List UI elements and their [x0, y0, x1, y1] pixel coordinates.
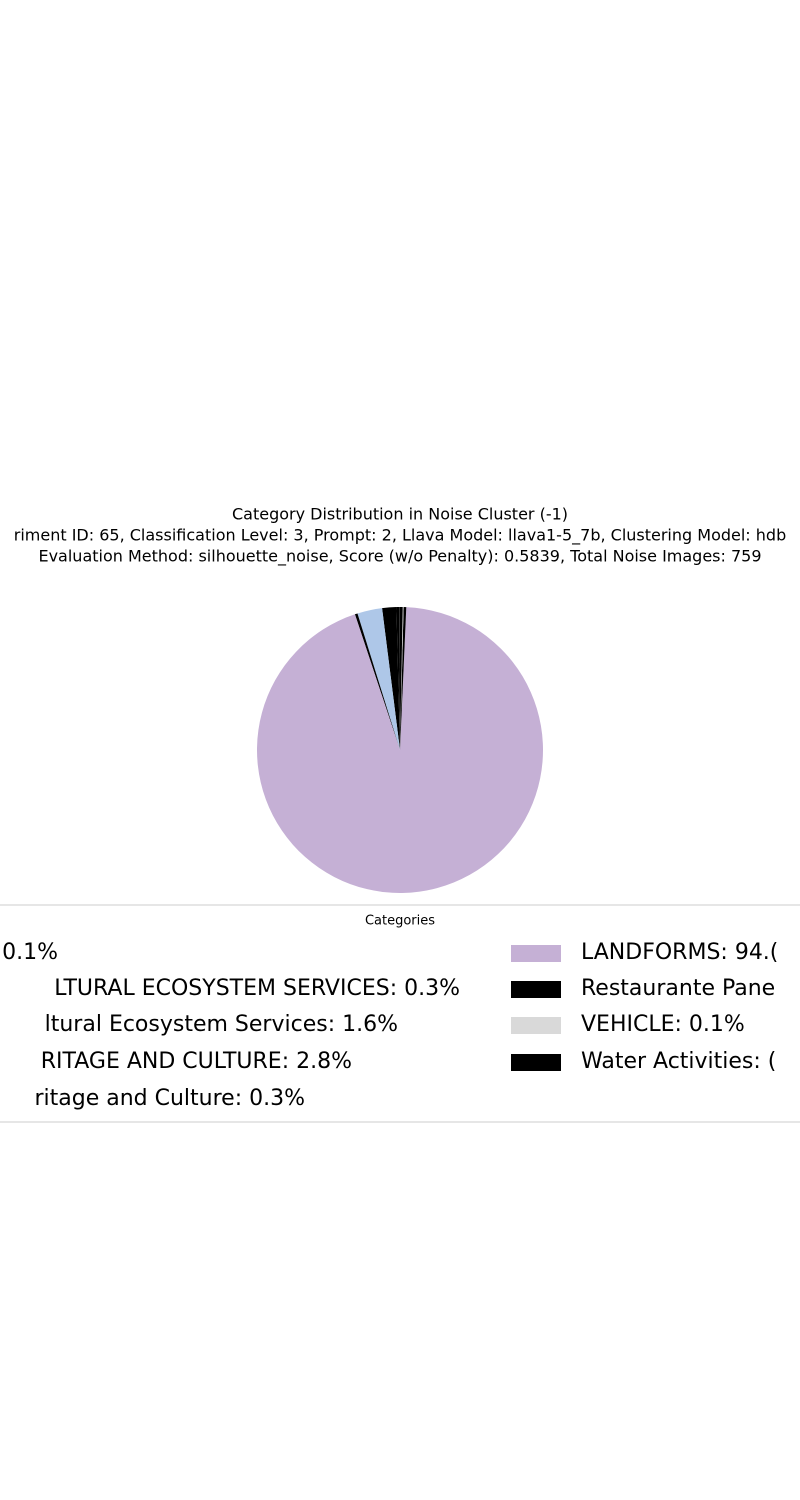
pie-slice: [354, 613, 400, 750]
pie-slice: [357, 608, 400, 750]
legend-label: LTURAL ECOSYSTEM SERVICES: 0.3%: [54, 976, 460, 1001]
legend-label: Restaurante Pane: [581, 976, 775, 1001]
legend: 0.1% LTURAL ECOSYSTEM SERVICES: 0.3% ltura…: [2, 940, 778, 1111]
pie-slice: [382, 607, 400, 750]
legend-label: 0.1%: [2, 940, 58, 965]
pie-slice: [399, 607, 400, 750]
legend-swatch: [511, 1054, 561, 1071]
pie-slice: [257, 607, 543, 893]
legend-label: VEHICLE: 0.1%: [581, 1012, 745, 1037]
pie-slice: [400, 607, 403, 750]
legend-title: Categories: [365, 914, 435, 929]
pie: [257, 607, 543, 893]
legend-swatch: [511, 981, 561, 998]
pie-slice: [400, 607, 404, 750]
pie-slice: [396, 607, 400, 750]
legend-label: RITAGE AND CULTURE: 2.8%: [41, 1049, 352, 1074]
chart-subtitle: Evaluation Method: silhouette_noise, Sco…: [38, 547, 761, 567]
legend-swatch: [511, 945, 561, 962]
legend-swatch: [511, 1017, 561, 1034]
chart-title: Category Distribution in Noise Cluster (…: [232, 505, 568, 524]
legend-label: ritage and Culture: 0.3%: [34, 1086, 305, 1111]
chart-subtitle: riment ID: 65, Classification Level: 3, …: [14, 526, 786, 546]
legend-label: LANDFORMS: 94.(: [581, 940, 778, 965]
legend-label: ltural Ecosystem Services: 1.6%: [45, 1012, 398, 1037]
pie-slice: [400, 607, 407, 750]
legend-label: Water Activities: (: [581, 1049, 776, 1074]
